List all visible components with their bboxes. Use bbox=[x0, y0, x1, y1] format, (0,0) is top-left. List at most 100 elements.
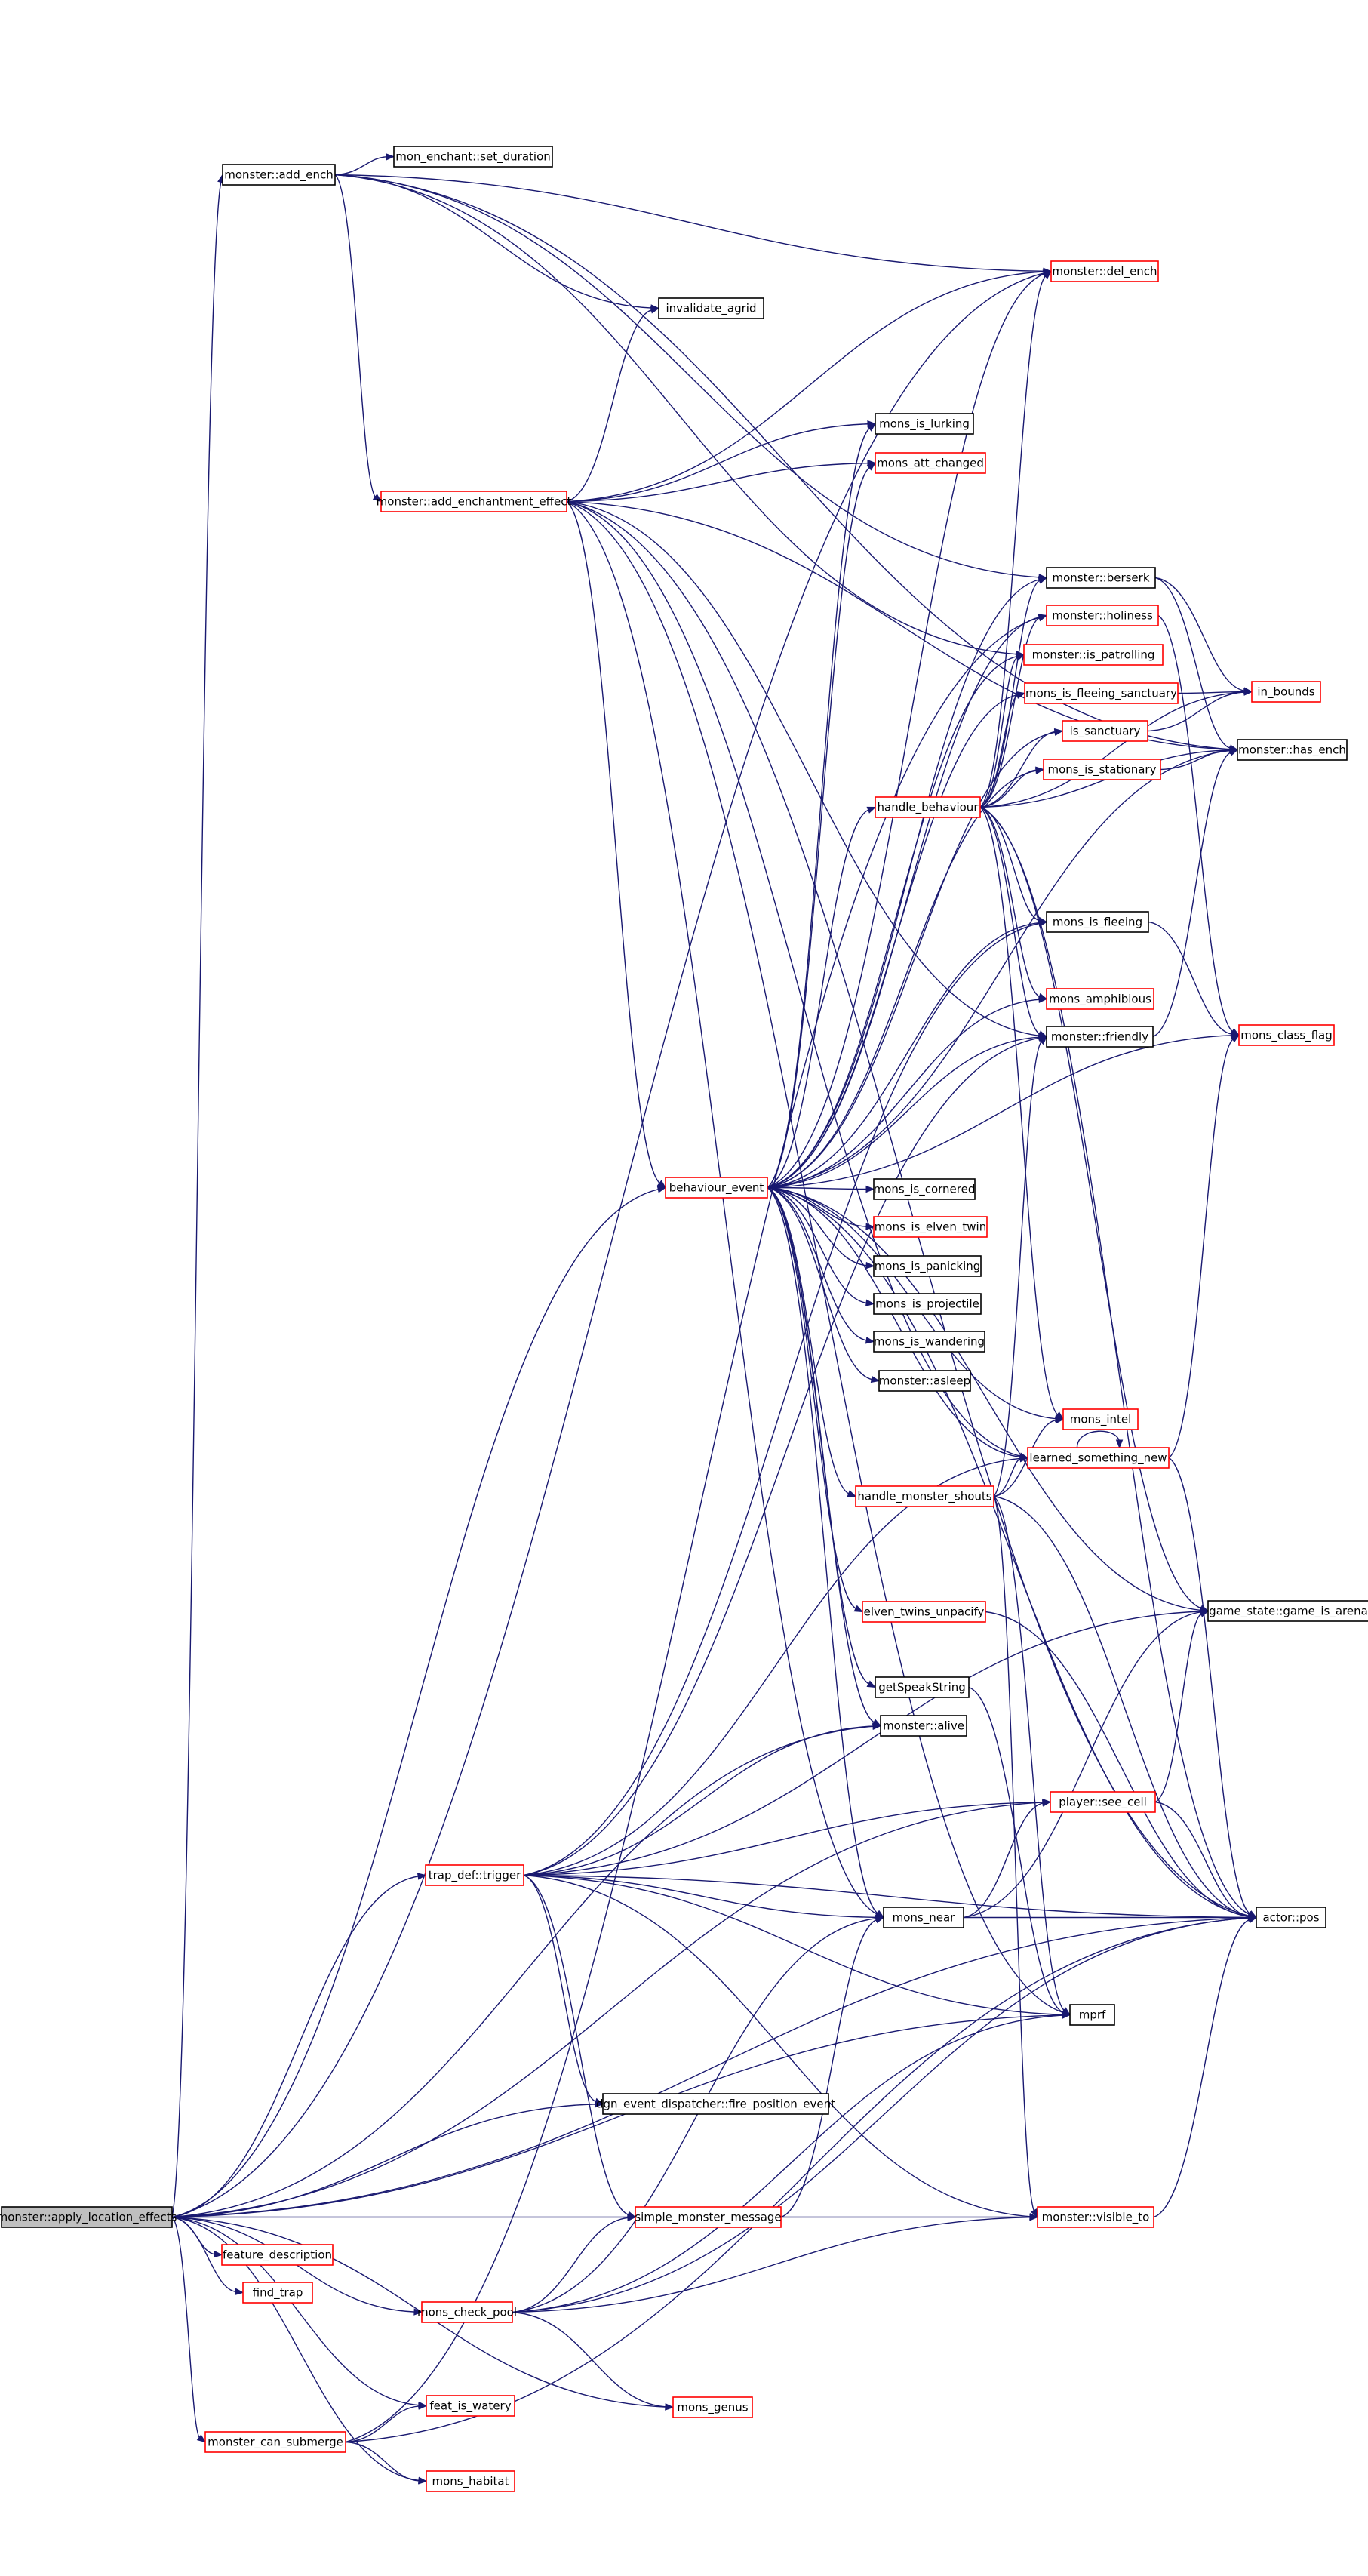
node-del-ench[interactable]: monster::del_ench bbox=[1050, 260, 1159, 282]
edge-berserk-to-in_bounds bbox=[1154, 577, 1246, 692]
node-projectile[interactable]: mons_is_projectile bbox=[873, 1293, 982, 1315]
node-invalidate-agrid[interactable]: invalidate_agrid bbox=[658, 297, 764, 319]
node-box bbox=[1050, 1791, 1156, 1813]
node-patrolling[interactable]: monster::is_patrolling bbox=[1023, 644, 1164, 666]
node-fire-event[interactable]: dgn_event_dispatcher::fire_position_even… bbox=[596, 2093, 835, 2115]
arrowhead-handle_behaviour-to-fleeing_sanct bbox=[1016, 691, 1026, 699]
node-box bbox=[862, 1601, 986, 1623]
node-label: monster::visible_to bbox=[1042, 2211, 1150, 2225]
node-set-duration[interactable]: mon_enchant::set_duration bbox=[393, 146, 553, 168]
node-speakstring[interactable]: getSpeakString bbox=[875, 1676, 970, 1698]
node-friendly[interactable]: monster::friendly bbox=[1046, 1026, 1154, 1048]
edge-root-to-mons_habitat bbox=[171, 2216, 420, 2482]
edge-add_ench-to-add_effect bbox=[334, 174, 377, 498]
node-shouts[interactable]: handle_monster_shouts bbox=[855, 1485, 994, 1507]
node-amphibious[interactable]: mons_amphibious bbox=[1046, 988, 1154, 1010]
node-box bbox=[878, 1370, 971, 1392]
edge-trap_trigger-to-alive bbox=[523, 1725, 875, 1876]
arrowhead-learned-to-learned bbox=[1115, 1439, 1124, 1449]
arrowhead-root-to-find_trap bbox=[235, 2288, 244, 2295]
node-alive[interactable]: monster::alive bbox=[880, 1715, 967, 1737]
node-panicking[interactable]: mons_is_panicking bbox=[873, 1255, 982, 1277]
edge-add_effect-to-lurking bbox=[566, 423, 869, 503]
edge-can_submerge-to-holiness bbox=[345, 617, 1041, 2443]
node-mprf[interactable]: mprf bbox=[1069, 2004, 1115, 2026]
node-cornered[interactable]: mons_is_cornered bbox=[873, 1178, 976, 1200]
node-visible-to[interactable]: monster::visible_to bbox=[1037, 2206, 1154, 2228]
node-stationary[interactable]: mons_is_stationary bbox=[1043, 759, 1161, 780]
node-mons-genus[interactable]: mons_genus bbox=[672, 2396, 753, 2418]
node-label: mons_is_panicking bbox=[875, 1260, 981, 1274]
arrowhead-behaviour_event-to-speakstring bbox=[866, 1680, 877, 1688]
node-att-changed[interactable]: mons_att_changed bbox=[875, 452, 986, 474]
node-label: trap_def::trigger bbox=[429, 1869, 521, 1883]
edge-trap_trigger-to-mons_near bbox=[523, 1874, 878, 1919]
node-in-bounds[interactable]: in_bounds bbox=[1251, 681, 1321, 703]
edge-behaviour_event-to-asleep bbox=[767, 1186, 873, 1380]
arrowhead-can_submerge-to-holiness bbox=[1038, 614, 1048, 621]
node-class-flag[interactable]: mons_class_flag bbox=[1238, 1024, 1335, 1046]
node-fleeing-sanct[interactable]: mons_is_fleeing_sanctuary bbox=[1024, 682, 1179, 704]
edge-handle_behaviour-to-del_ench bbox=[979, 275, 1047, 808]
arrowhead-root-to-behaviour_event bbox=[656, 1186, 667, 1193]
edge-check_pool-to-mons_genus bbox=[512, 2311, 667, 2408]
edge-behaviour_event-to-cornered bbox=[767, 1186, 868, 1190]
node-has-ench[interactable]: monster::has_ench bbox=[1237, 739, 1348, 761]
node-label: mprf bbox=[1079, 2008, 1106, 2022]
node-actor-pos[interactable]: actor::pos bbox=[1256, 1907, 1326, 1928]
edge-shouts-to-mprf bbox=[993, 1495, 1065, 2011]
edge-simple_msg-to-mons_near bbox=[780, 1919, 878, 2218]
node-fleeing[interactable]: mons_is_fleeing bbox=[1046, 911, 1149, 933]
node-see-cell[interactable]: player::see_cell bbox=[1050, 1791, 1156, 1813]
node-add-ench[interactable]: monster::add_ench bbox=[222, 164, 336, 186]
arrowhead-behaviour_event-to-elven_twin bbox=[865, 1223, 875, 1230]
node-mons-habitat[interactable]: mons_habitat bbox=[426, 2470, 515, 2492]
node-box bbox=[875, 1676, 970, 1698]
node-feat-watery[interactable]: feat_is_watery bbox=[426, 2395, 515, 2417]
node-is-sanctuary[interactable]: is_sanctuary bbox=[1062, 720, 1148, 742]
node-label: mons_is_lurking bbox=[879, 417, 970, 432]
node-unpacify[interactable]: elven_twins_unpacify bbox=[862, 1601, 986, 1623]
arrowhead-holiness-to-class_flag bbox=[1230, 1028, 1240, 1036]
arrowhead-can_submerge-to-feat_watery bbox=[418, 2402, 428, 2410]
arrowhead-handle_behaviour-to-is_sanctuary bbox=[1054, 728, 1064, 736]
node-lurking[interactable]: mons_is_lurking bbox=[875, 413, 974, 435]
node-learned[interactable]: learned_something_new bbox=[1027, 1447, 1170, 1469]
node-asleep[interactable]: monster::asleep bbox=[878, 1370, 971, 1392]
node-berserk[interactable]: monster::berserk bbox=[1046, 567, 1156, 589]
node-feature-desc[interactable]: feature_description bbox=[221, 2244, 334, 2266]
node-game-is-arena[interactable]: game_state::game_is_arena bbox=[1207, 1600, 1368, 1622]
node-check-pool[interactable]: mons_check_pool bbox=[417, 2301, 517, 2323]
node-elven-twin[interactable]: mons_is_elven_twin bbox=[873, 1216, 988, 1238]
edge-root-to-find_trap bbox=[171, 2216, 237, 2293]
arrowhead-behaviour_event-to-handle_behaviour bbox=[866, 806, 877, 814]
edge-check_pool-to-actor_pos bbox=[512, 1917, 1250, 2313]
node-handle-behaviour[interactable]: handle_behaviour bbox=[875, 796, 981, 818]
node-intel[interactable]: mons_intel bbox=[1062, 1408, 1139, 1430]
node-holiness[interactable]: monster::holiness bbox=[1046, 605, 1159, 626]
node-box bbox=[1237, 739, 1348, 761]
edge-trap_trigger-to-friendly bbox=[523, 1037, 1041, 1876]
node-box bbox=[426, 2395, 515, 2417]
node-trap-trigger[interactable]: trap_def::trigger bbox=[425, 1864, 524, 1886]
node-add-effect[interactable]: monster::add_enchantment_effect bbox=[377, 491, 572, 512]
node-find-trap[interactable]: find_trap bbox=[242, 2282, 313, 2304]
node-simple-msg[interactable]: simple_monster_message bbox=[635, 2206, 782, 2228]
edge-trap_trigger-to-actor_pos bbox=[523, 1874, 1250, 1919]
node-mons-near[interactable]: mons_near bbox=[883, 1907, 964, 1928]
node-box bbox=[426, 2470, 515, 2492]
node-root[interactable]: monster::apply_location_effects bbox=[0, 2206, 177, 2228]
node-label: is_sanctuary bbox=[1070, 725, 1141, 739]
arrowhead-handle_behaviour-to-stationary bbox=[1035, 766, 1045, 774]
edge-root-to-can_submerge bbox=[171, 2216, 201, 2439]
edge-add_effect-to-friendly bbox=[566, 500, 1041, 1037]
arrowhead-check_pool-to-visible_to bbox=[1029, 2213, 1039, 2221]
node-wandering[interactable]: mons_is_wandering bbox=[873, 1331, 985, 1353]
node-can-submerge[interactable]: monster_can_submerge bbox=[204, 2431, 346, 2453]
node-label: find_trap bbox=[253, 2286, 303, 2301]
node-label: mons_amphibious bbox=[1049, 993, 1151, 1007]
node-behaviour-event[interactable]: behaviour_event bbox=[665, 1177, 768, 1199]
edge-learned-to-class_flag bbox=[1168, 1038, 1234, 1459]
edge-behaviour_event-to-friendly bbox=[767, 1036, 1041, 1189]
arrowhead-check_pool-to-simple_msg bbox=[627, 2214, 637, 2222]
